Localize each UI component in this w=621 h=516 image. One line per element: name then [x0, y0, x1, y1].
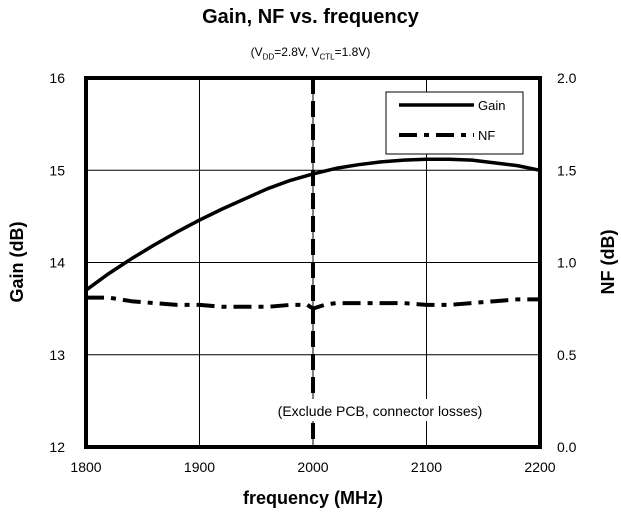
y-right-axis-title: NF (dB) — [598, 230, 618, 295]
x-tick-label: 2000 — [297, 459, 328, 475]
y-left-axis-title: Gain (dB) — [7, 222, 27, 303]
legend-gain-label: Gain — [478, 98, 505, 113]
y-right-tick-label: 2.0 — [557, 70, 577, 86]
subtitle-suffix: =1.8V) — [334, 45, 371, 59]
subtitle-vctl-sub: CTL — [319, 52, 335, 62]
chart-subtitle: (VDD=2.8V, VCTL=1.8V) — [0, 45, 621, 61]
legend-nf-label: NF — [478, 128, 495, 143]
subtitle-mid: =2.8V, V — [274, 45, 320, 59]
y-left-tick-label: 15 — [49, 162, 65, 178]
y-left-tick-label: 12 — [49, 439, 65, 455]
y-right-tick-label: 1.5 — [557, 162, 577, 178]
subtitle-vdd-sub: DD — [262, 52, 275, 62]
y-right-tick-label: 0.5 — [557, 347, 577, 363]
x-tick-label: 2100 — [411, 459, 442, 475]
y-right-tick-label: 0.0 — [557, 439, 577, 455]
x-axis-title: frequency (MHz) — [243, 488, 383, 508]
y-right-tick-label: 1.0 — [557, 255, 577, 271]
tick-labels: 1800 1900 2000 2100 2200 12 13 14 15 16 0.0 0.5 1.0 1… — [49, 70, 576, 475]
annotation-background — [243, 399, 518, 421]
x-tick-label: 1900 — [184, 459, 215, 475]
annotation-text: (Exclude PCB, connector losses) — [278, 403, 483, 419]
series-nf-line — [86, 295, 540, 311]
series-layer — [84, 78, 541, 447]
y-left-tick-label: 14 — [49, 255, 65, 271]
plot-frame — [84, 76, 542, 449]
legend-box — [385, 91, 524, 155]
y-left-tick-label: 13 — [49, 347, 65, 363]
x-tick-label: 1800 — [70, 459, 101, 475]
y-left-tick-label: 16 — [49, 70, 65, 86]
chart-title: Gain, NF vs. frequency — [202, 6, 419, 28]
legend: Gain NF — [385, 91, 524, 155]
series-gain-line — [84, 157, 541, 292]
subtitle-prefix: (V — [250, 45, 263, 59]
x-tick-label: 2200 — [524, 459, 555, 475]
